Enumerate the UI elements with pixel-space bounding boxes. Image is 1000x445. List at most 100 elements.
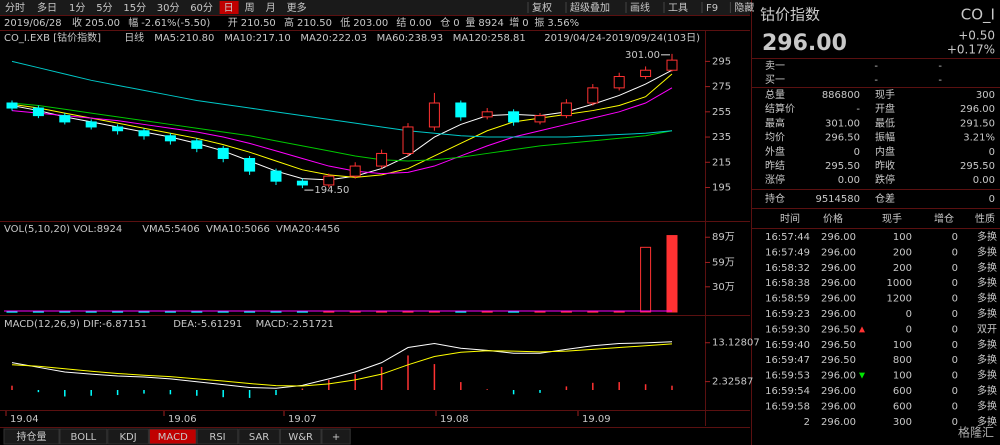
trade-volume: 600 — [893, 401, 912, 412]
trade-oi: 0 — [952, 401, 958, 412]
candle-body — [666, 59, 678, 71]
candle-body — [191, 140, 203, 149]
timeframe-tab[interactable]: 5分 — [96, 2, 112, 14]
stat-label: 持仓 — [765, 192, 785, 205]
candle-body — [455, 102, 467, 118]
book-label: 卖一 — [765, 60, 785, 72]
volume-bar — [666, 235, 678, 313]
change-pct: +0.17% — [947, 43, 995, 57]
timeframe-tab[interactable]: 日 — [224, 3, 234, 14]
indicator-tab[interactable]: BOLL — [71, 432, 97, 443]
stat-label: 结算价 — [765, 102, 795, 115]
trade-oi: 0 — [952, 355, 958, 366]
stat-label: 总量 — [765, 88, 785, 101]
candle-body — [244, 157, 256, 172]
y-tick-label: 2.32587 — [712, 377, 753, 388]
tool-tab[interactable]: 画线 — [630, 1, 650, 14]
stat-value: 296.50 — [825, 133, 860, 144]
candle-body — [296, 180, 308, 186]
timeframe-tab[interactable]: 15分 — [123, 2, 146, 14]
trade-kind: 双开 — [977, 323, 997, 335]
macd-legend: MACD(12,26,9) DIF:-6.87151 — [4, 319, 147, 330]
tool-tab[interactable]: 隐藏 — [734, 2, 754, 14]
trades-header: 现手 — [882, 212, 902, 225]
timeframe-tab[interactable]: 30分 — [157, 2, 180, 14]
timeframe-tab[interactable]: 周 — [245, 2, 255, 14]
tool-tab[interactable]: F9 — [706, 3, 718, 14]
trade-oi: 0 — [952, 386, 958, 397]
indicator-tab[interactable]: 持仓量 — [17, 430, 47, 443]
indicator-tab[interactable]: W&R — [288, 432, 313, 443]
timeframe-tab[interactable]: 更多 — [287, 1, 307, 14]
stat-value: 0.00 — [973, 175, 995, 186]
trade-volume: 200 — [893, 263, 912, 274]
candle-body — [428, 102, 440, 128]
trade-volume: 300 — [893, 417, 912, 428]
stat-value: 301.00 — [825, 118, 860, 129]
legend-item: MA120:258.81 — [453, 33, 526, 44]
trades-header: 价格 — [823, 212, 843, 225]
candle-body — [376, 152, 388, 167]
indicator-tab-bg — [59, 428, 108, 445]
timeframe-tab[interactable]: 60分 — [190, 2, 213, 14]
stat-label: 最低 — [875, 116, 895, 129]
stat-label: 外盘 — [765, 145, 785, 158]
stat-value: 300 — [976, 90, 995, 101]
trade-oi: 0 — [952, 232, 958, 243]
indicator-tab[interactable]: SAR — [249, 432, 269, 443]
timeframe-tab[interactable]: 1分 — [69, 2, 85, 14]
tool-tab[interactable]: 工具 — [668, 2, 688, 14]
trade-time: 16:59:30 — [765, 324, 810, 335]
candle-body — [613, 76, 625, 89]
instrument-code: CO_I — [961, 6, 995, 25]
y-tick-label: 255 — [712, 107, 731, 118]
stat-value: 295.50 — [825, 161, 860, 172]
timeframe-tab[interactable]: 月 — [266, 2, 276, 14]
tool-tab[interactable]: 复权 — [532, 1, 552, 14]
stat-label: 内盘 — [875, 145, 895, 158]
trade-kind: 多换 — [977, 353, 997, 366]
stat-label: 跌停 — [875, 173, 895, 186]
trade-time: 16:59:23 — [765, 309, 810, 320]
trade-kind: 多换 — [977, 399, 997, 412]
candle-body — [640, 69, 652, 78]
timeframe-tab[interactable]: 多日 — [37, 1, 57, 14]
indicator-tab[interactable]: RSI — [209, 432, 225, 443]
dif-line — [11, 341, 673, 389]
trade-volume: 1000 — [887, 278, 912, 289]
info-value: -2.61%(-5.50) — [141, 18, 210, 29]
info-label: 低 — [340, 16, 350, 29]
ma-line — [11, 60, 673, 138]
trade-time: 16:57:44 — [765, 232, 810, 243]
trade-oi: 0 — [952, 294, 958, 305]
trade-kind: 多换 — [977, 245, 997, 258]
trade-time: 16:58:38 — [765, 278, 810, 289]
indicator-tab[interactable]: KDJ — [119, 432, 136, 443]
tool-tab[interactable]: 超级叠加 — [570, 1, 610, 14]
stat-value: - — [856, 104, 860, 115]
info-date: 2019/06/28 — [4, 18, 62, 29]
up-arrow — [859, 326, 865, 333]
instrument-name: 钴价指数 — [760, 6, 820, 24]
y-tick-label: 295 — [712, 56, 731, 67]
info-label: 结 — [396, 16, 406, 29]
y-tick-label: 30万 — [712, 282, 735, 293]
trade-kind: 多换 — [977, 261, 997, 274]
candle-body — [85, 121, 97, 128]
stat-label: 最高 — [765, 116, 785, 129]
candle-body — [112, 126, 124, 132]
info-label: 仓 — [440, 16, 450, 29]
indicator-tab[interactable]: MACD — [158, 432, 188, 443]
trade-volume: 100 — [893, 371, 912, 382]
trade-time: 16:59:54 — [765, 386, 810, 397]
trade-price: 296.00 — [821, 247, 856, 258]
timeframe-tab[interactable]: 分时 — [5, 2, 25, 14]
candle-body — [481, 111, 493, 118]
indicator-tab[interactable]: + — [332, 432, 340, 443]
range-label: 2019/04/24-2019/09/24(103日) — [544, 33, 700, 44]
trade-volume: 200 — [893, 247, 912, 258]
stat-label: 涨停 — [765, 173, 785, 186]
date-label: 19.04 — [10, 414, 39, 425]
